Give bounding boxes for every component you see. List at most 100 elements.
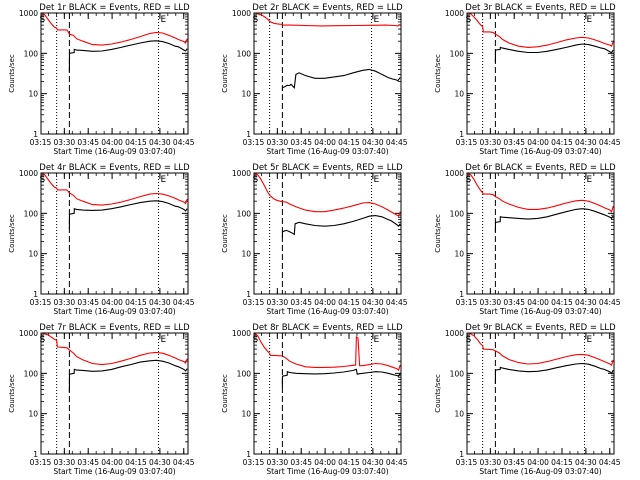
y-tick-label: 1 (33, 290, 38, 299)
x-axis-label: Start Time (16-Aug-09 03:07:40) (266, 307, 388, 316)
x-tick-label: 04:00 (527, 298, 549, 307)
chart-title: Det 3r BLACK = Events, RED = LLD (465, 3, 616, 13)
y-tick-label: 10 (28, 250, 38, 259)
x-tick-label: 04:15 (551, 298, 573, 307)
y-tick-label: 100 (237, 369, 252, 378)
x-tick-label: 04:00 (314, 298, 336, 307)
x-tick-label: 04:30 (149, 138, 171, 147)
events-series-line (494, 362, 614, 384)
x-tick-label: 03:45 (290, 458, 312, 467)
y-tick-label: 1 (459, 450, 464, 459)
x-tick-label: 03:45 (503, 138, 525, 147)
x-tick-label: 03:15 (30, 298, 52, 307)
x-tick-label: 03:30 (54, 138, 76, 147)
x-tick-label: 04:30 (149, 458, 171, 467)
x-axis-label: Start Time (16-Aug-09 03:07:40) (479, 467, 601, 476)
x-tick-label: 03:15 (243, 138, 265, 147)
plot-frame (253, 172, 402, 295)
x-tick-label: 04:30 (575, 298, 597, 307)
y-tick-label: 1000 (19, 9, 38, 18)
chart-title: Det 2r BLACK = Events, RED = LLD (252, 3, 403, 13)
plot-frame (253, 332, 402, 455)
y-axis-label: Counts/sec (8, 374, 16, 413)
chart-title: Det 7r BLACK = Events, RED = LLD (39, 323, 190, 333)
y-tick-label: 1 (246, 290, 251, 299)
lld-series-line (467, 13, 614, 48)
time-marker-label: S (39, 15, 45, 25)
x-tick-label: 04:00 (314, 138, 336, 147)
lld-series-line (254, 173, 401, 218)
time-marker-label: E (373, 15, 379, 25)
time-marker-label: S (252, 15, 258, 25)
x-tick-label: 03:30 (54, 298, 76, 307)
chart-panel: Det 5r BLACK = Events, RED = LLD 1 10 100 10… (221, 163, 408, 316)
y-tick-label: 1000 (445, 169, 464, 178)
plot-frame (40, 332, 189, 455)
x-tick-label: 04:45 (599, 298, 621, 307)
x-tick-label: 03:45 (503, 458, 525, 467)
time-marker-label: E (586, 335, 592, 345)
y-tick-label: 100 (24, 49, 39, 58)
x-tick-label: 04:15 (125, 458, 147, 467)
y-tick-label: 1 (459, 130, 464, 139)
x-tick-label: 03:45 (77, 138, 99, 147)
y-tick-label: 1000 (232, 329, 251, 338)
x-tick-label: 03:45 (290, 138, 312, 147)
x-tick-label: 03:15 (30, 138, 52, 147)
y-axis-label: Counts/sec (221, 214, 229, 253)
time-marker-label: S (252, 175, 258, 185)
x-tick-label: 03:15 (456, 298, 478, 307)
chart-panel: Det 1r BLACK = Events, RED = LLD 1 10 100 10… (8, 3, 195, 156)
time-marker-label: E (160, 335, 166, 345)
x-tick-label: 03:15 (30, 458, 52, 467)
time-marker-label: E (373, 175, 379, 185)
events-series-line (494, 208, 614, 232)
y-tick-label: 1000 (445, 9, 464, 18)
lld-series-line (467, 333, 614, 366)
plot-frame (466, 332, 615, 455)
y-tick-label: 1000 (19, 169, 38, 178)
x-tick-label: 03:45 (77, 298, 99, 307)
y-tick-label: 10 (241, 410, 251, 419)
time-marker-label: S (465, 15, 471, 25)
x-tick-label: 04:30 (362, 458, 384, 467)
x-tick-label: 03:30 (54, 458, 76, 467)
events-series-line (68, 200, 188, 230)
y-axis-label: Counts/sec (434, 214, 442, 253)
chart-panel: Det 7r BLACK = Events, RED = LLD 1 10 100 10… (8, 323, 195, 476)
x-tick-label: 04:30 (362, 138, 384, 147)
chart-title: Det 4r BLACK = Events, RED = LLD (39, 163, 190, 173)
x-tick-label: 03:15 (243, 458, 265, 467)
x-tick-label: 03:15 (243, 298, 265, 307)
time-marker-label: E (373, 335, 379, 345)
plot-frame (466, 172, 615, 295)
lld-series-line (41, 333, 188, 366)
lld-series-line (41, 173, 188, 206)
x-tick-label: 03:45 (503, 298, 525, 307)
x-tick-label: 04:15 (551, 458, 573, 467)
lld-series-line (41, 13, 188, 46)
x-tick-label: 04:45 (386, 458, 408, 467)
time-marker-label: E (160, 15, 166, 25)
x-tick-label: 03:45 (290, 298, 312, 307)
chart-panel: Det 9r BLACK = Events, RED = LLD 1 10 100 10… (434, 323, 621, 476)
time-marker-label: S (39, 335, 45, 345)
y-tick-label: 1000 (232, 169, 251, 178)
x-tick-label: 04:15 (338, 298, 360, 307)
x-tick-label: 04:15 (338, 458, 360, 467)
y-tick-label: 100 (450, 49, 465, 58)
y-tick-label: 10 (454, 250, 464, 259)
y-tick-label: 1000 (445, 329, 464, 338)
y-tick-label: 1 (459, 290, 464, 299)
y-axis-label: Counts/sec (221, 374, 229, 413)
time-marker-label: S (465, 335, 471, 345)
x-axis-label: Start Time (16-Aug-09 03:07:40) (53, 467, 175, 476)
plot-frame (253, 12, 402, 135)
x-tick-label: 04:15 (125, 138, 147, 147)
y-axis-label: Counts/sec (8, 54, 16, 93)
x-axis-label: Start Time (16-Aug-09 03:07:40) (479, 147, 601, 156)
x-tick-label: 04:45 (599, 458, 621, 467)
x-axis-label: Start Time (16-Aug-09 03:07:40) (266, 467, 388, 476)
time-marker-label: E (160, 175, 166, 185)
x-tick-label: 03:45 (77, 458, 99, 467)
